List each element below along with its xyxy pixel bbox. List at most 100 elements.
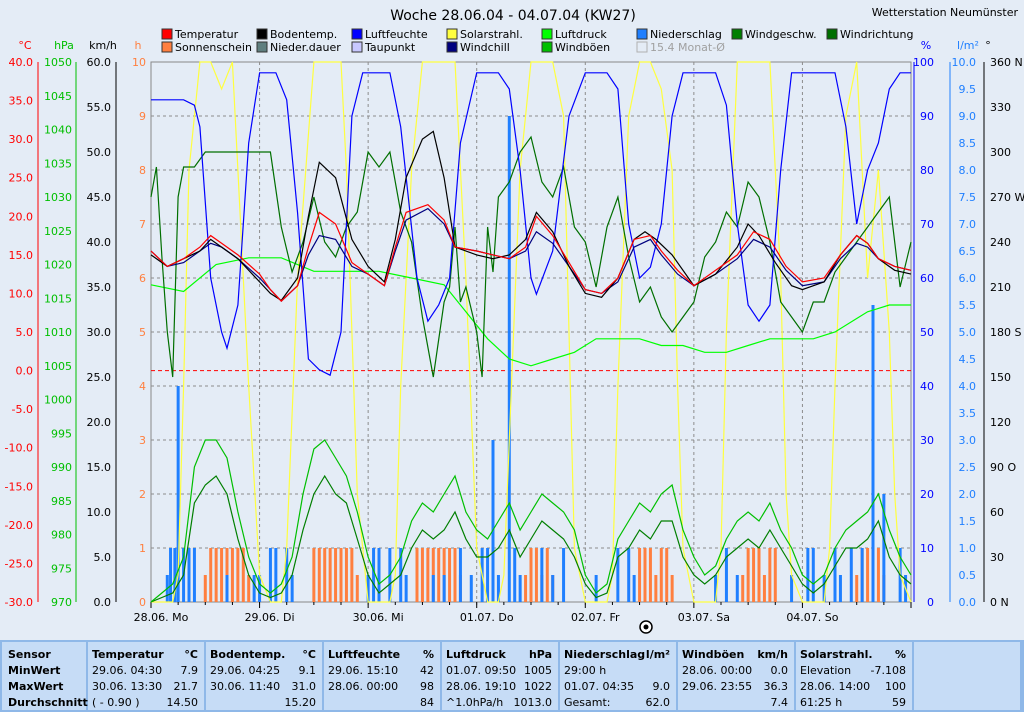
axis-tick-rain: 7.0 bbox=[959, 218, 977, 231]
axes: °C40.035.030.025.020.015.010.05.00.0-5.0… bbox=[5, 39, 1024, 609]
axis-tick-rain: 0.0 bbox=[959, 596, 977, 609]
bar-sonnenschein bbox=[220, 548, 224, 602]
bar-niederschlag bbox=[806, 548, 810, 602]
axis-unit-hours: h bbox=[135, 39, 142, 52]
axis-unit-press: hPa bbox=[54, 39, 74, 52]
axis-tick-hours: 3 bbox=[139, 434, 146, 447]
axis-tick-wind: 55.0 bbox=[87, 101, 112, 114]
axis-tick-press: 1040 bbox=[44, 124, 72, 137]
bar-niederschlag bbox=[458, 548, 462, 602]
stat-avg-value: 14.50 bbox=[166, 696, 199, 709]
axis-tick-hours: 7 bbox=[139, 218, 146, 231]
axis-tick-pct: 0 bbox=[927, 596, 934, 609]
stat-header: Luftdruck bbox=[446, 648, 506, 661]
bar-sonnenschein bbox=[648, 548, 652, 602]
axis-tick-dir: 300 bbox=[990, 146, 1011, 159]
stat-unit: % bbox=[894, 648, 906, 661]
legend-label: Windböen bbox=[555, 41, 610, 54]
stat-unit: °C bbox=[302, 648, 316, 661]
axis-tick-temp: 40.0 bbox=[9, 56, 34, 69]
x-label-day: 01.07. Do bbox=[460, 611, 514, 624]
stat-avg-note: Gesamt: bbox=[564, 696, 611, 709]
legend-swatch bbox=[351, 41, 363, 53]
axis-tick-rain: 8.0 bbox=[959, 164, 977, 177]
axis-tick-rain: 2.0 bbox=[959, 488, 977, 501]
legend-label: Luftdruck bbox=[555, 28, 607, 41]
axis-tick-press: 1010 bbox=[44, 326, 72, 339]
legend-label: Bodentemp. bbox=[270, 28, 337, 41]
axis-tick-dir: 270 W bbox=[990, 191, 1024, 204]
axis-tick-temp: 15.0 bbox=[9, 249, 34, 262]
legend-label: Luftfeuchte bbox=[365, 28, 428, 41]
axis-tick-press: 1025 bbox=[44, 225, 72, 238]
bar-niederschlag bbox=[225, 575, 229, 602]
axis-tick-dir: 180 S bbox=[990, 326, 1021, 339]
bar-niederschlag bbox=[431, 575, 435, 602]
axis-tick-hours: 5 bbox=[139, 326, 146, 339]
axis-tick-rain: 9.5 bbox=[959, 83, 977, 96]
axis-tick-dir: 90 O bbox=[990, 461, 1016, 474]
axis-tick-temp: -25.0 bbox=[5, 557, 33, 570]
x-label-day: 30.06. Mi bbox=[353, 611, 404, 624]
bar-sonnenschein bbox=[312, 548, 316, 602]
stat-header: Temperatur bbox=[92, 648, 164, 661]
axis-tick-dir: 150 bbox=[990, 371, 1011, 384]
bar-niederschlag bbox=[173, 548, 177, 602]
axis-tick-rain: 1.0 bbox=[959, 542, 977, 555]
axis-tick-temp: 30.0 bbox=[9, 133, 34, 146]
axis-tick-dir: 240 bbox=[990, 236, 1011, 249]
bar-niederschlag bbox=[366, 575, 370, 602]
bar-niederschlag bbox=[518, 575, 522, 602]
bar-sonnenschein bbox=[659, 548, 663, 602]
axis-tick-wind: 60.0 bbox=[87, 56, 112, 69]
bar-sonnenschein bbox=[344, 548, 348, 602]
chart-title: Woche 28.06.04 - 04.07.04 (KW27) bbox=[390, 8, 636, 24]
axis-tick-dir: 30 bbox=[990, 551, 1004, 564]
stat-max-value: 98 bbox=[420, 680, 434, 693]
bar-niederschlag bbox=[486, 548, 490, 602]
axis-tick-rain: 3.0 bbox=[959, 434, 977, 447]
axis-tick-rain: 1.5 bbox=[959, 515, 977, 528]
stat-unit: l/m² bbox=[645, 648, 670, 661]
axis-tick-rain: 8.5 bbox=[959, 137, 977, 150]
axis-tick-wind: 15.0 bbox=[87, 461, 112, 474]
axis-tick-hours: 4 bbox=[139, 380, 146, 393]
bar-sonnenschein bbox=[529, 548, 533, 602]
bar-sonnenschein bbox=[768, 548, 772, 602]
axis-tick-hours: 1 bbox=[139, 542, 146, 555]
legend-swatch bbox=[541, 28, 553, 40]
stat-min-value: 9.1 bbox=[298, 664, 317, 677]
axis-tick-rain: 2.5 bbox=[959, 461, 977, 474]
axis-tick-pct: 80 bbox=[920, 164, 934, 177]
x-label-day: 03.07. Sa bbox=[678, 611, 730, 624]
axis-tick-rain: 4.5 bbox=[959, 353, 977, 366]
axis-tick-temp: -20.0 bbox=[5, 519, 33, 532]
stat-min-time: Elevation bbox=[800, 664, 852, 677]
stat-max-time: 29.06. 23:55 bbox=[682, 680, 753, 693]
stat-max-time: 30.06. 11:40 bbox=[210, 680, 281, 693]
bar-sonnenschein bbox=[752, 548, 756, 602]
sensor-header: Sensor bbox=[8, 648, 51, 661]
bar-niederschlag bbox=[551, 575, 555, 602]
legend-label: Niederschlag bbox=[650, 28, 722, 41]
line-temperatur bbox=[150, 204, 912, 302]
stat-min-value: -7.108 bbox=[870, 664, 906, 677]
legend-swatch bbox=[351, 28, 363, 40]
navigation-icon[interactable] bbox=[639, 620, 653, 634]
line-bodentemp bbox=[150, 130, 912, 302]
stat-header: Niederschlag bbox=[564, 648, 646, 661]
line-luftdruck bbox=[150, 257, 911, 367]
axis-tick-press: 1045 bbox=[44, 90, 72, 103]
axis-tick-wind: 40.0 bbox=[87, 236, 112, 249]
stat-max-value: 36.3 bbox=[763, 680, 789, 693]
bar-sonnenschein bbox=[757, 548, 761, 602]
axis-tick-rain: 3.5 bbox=[959, 407, 977, 420]
bar-sonnenschein bbox=[773, 548, 777, 602]
stat-unit: °C bbox=[184, 648, 198, 661]
axis-tick-press: 1050 bbox=[44, 56, 72, 69]
row-label-avg: Durchschnitt bbox=[8, 696, 88, 709]
stat-unit: % bbox=[422, 648, 434, 661]
stat-avg-value: 1013.0 bbox=[513, 696, 553, 709]
stat-header: Solarstrahl. bbox=[800, 648, 873, 661]
legend-label: Temperatur bbox=[174, 28, 239, 41]
